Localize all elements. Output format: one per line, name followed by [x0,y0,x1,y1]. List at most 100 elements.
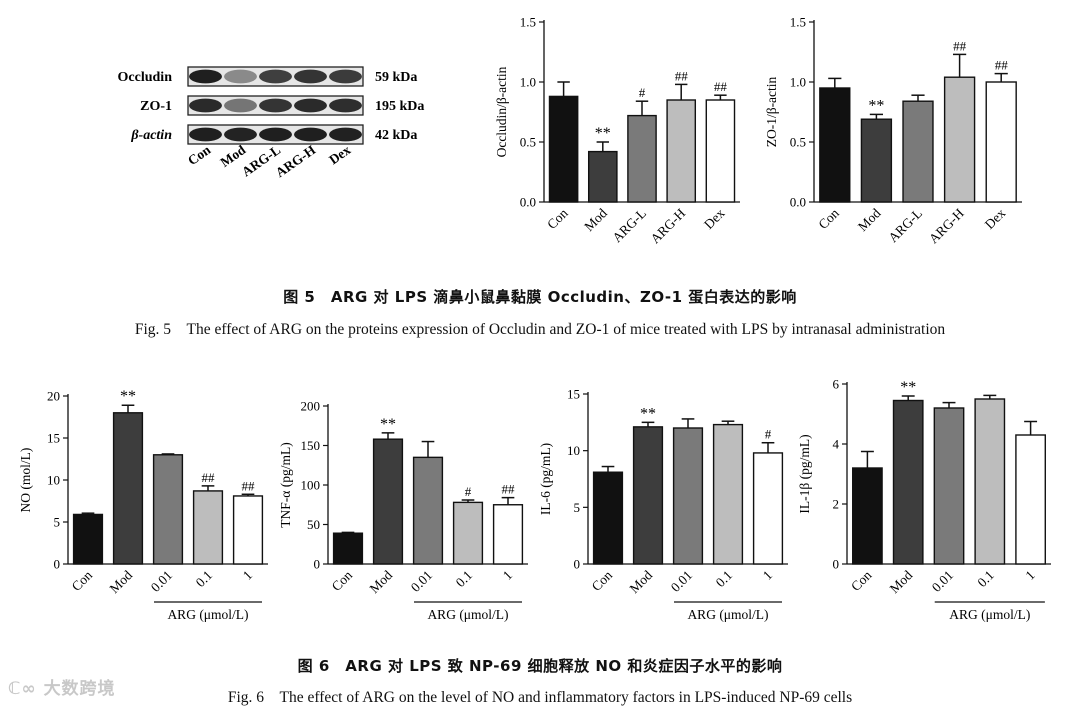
tnf-bar-chart: 0 50 100 150 200 TNF-α (pg/mL) Con ** Mod 0.01 #0.… [280,399,528,622]
y-tick-label: 5 [574,500,581,515]
y-tick-label: 4 [833,437,840,452]
bar [232,495,264,565]
bar [627,114,657,203]
significance-marker: # [765,427,772,442]
y-tick-label: 0.5 [790,135,806,150]
x-category-label: Mod [581,205,610,234]
x-category-label: Mod [855,205,884,234]
y-tick-label: 1.0 [790,75,806,90]
blot-band [224,127,257,142]
y-tick-label: 2 [833,497,840,512]
bar [412,456,444,565]
bar [112,412,144,565]
blot-band [259,98,292,113]
y-tick-label: 1.0 [520,75,536,90]
group-label: ARG (μmol/L) [427,607,508,622]
bar [72,513,104,565]
x-category-label: Con [329,567,356,594]
y-tick-label: 20 [47,389,60,404]
significance-marker: ## [714,79,728,94]
blot-band [329,69,362,84]
x-category-label: 1 [760,568,775,583]
y-tick-label: 0 [54,557,61,572]
fig6-caption-zh: 图 6 ARG 对 LPS 致 NP-69 细胞释放 NO 和炎症因子水平的影响 [297,657,783,675]
significance-marker: ## [995,58,1009,73]
x-category-label: 0.01 [408,568,435,595]
x-category-label: Con [544,205,571,232]
western-blot-panel: Occludin 59 kDa ZO-1 195 kDa β-actin 42 kDa Co… [118,66,424,180]
blot-band [294,69,327,84]
fig5-caption-zh: 图 5 ARG 对 LPS 滴鼻小鼠鼻黏膜 Occludin、ZO-1 蛋白表达… [283,288,797,306]
x-category-label: 0.01 [668,568,695,595]
bar [752,452,784,565]
significance-marker: ** [640,405,656,422]
bar [985,81,1017,203]
blot-row-label: ZO-1 [140,99,172,114]
x-category-label: 0.01 [929,568,956,595]
x-category-label: 1 [500,568,515,583]
bar [592,471,624,565]
fig6-caption-en: Fig. 6 The effect of ARG on the level of… [227,689,853,706]
y-tick-label: 200 [301,399,321,414]
significance-marker: ** [380,416,396,433]
bar [332,532,364,565]
significance-marker: # [639,85,646,100]
y-axis-label: ZO-1/β-actin [764,76,779,147]
significance-marker: ** [868,97,884,114]
x-category-label: Mod [106,567,135,596]
blot-kda-label: 42 kDa [375,128,417,143]
x-category-label: Con [69,567,96,594]
blot-row-label: Occludin [118,70,173,85]
significance-marker: ## [242,478,256,493]
y-tick-label: 5 [54,515,61,530]
y-tick-label: 6 [833,377,840,392]
bar [712,423,744,565]
y-axis-label: IL-6 (pg/mL) [540,443,553,515]
blot-lane-label: Con [185,142,214,168]
x-category-label: ARG-L [885,206,925,246]
group-label: ARG (μmol/L) [949,607,1030,622]
group-label: ARG (μmol/L) [167,607,248,622]
significance-marker: ** [120,388,136,405]
bar [705,99,736,203]
bar [672,427,704,565]
bar [933,407,965,565]
blot-lane-label: ARG-H [273,142,319,180]
y-tick-label: 0 [314,557,321,572]
bar [943,76,976,203]
no-bar-chart: 0 5 10 15 20 NO (mol/L) Con ** Mod 0.01 ## 0.1 ## 1 AR… [20,388,268,622]
x-category-label: ARG-H [647,205,688,246]
significance-marker: # [465,484,472,499]
x-category-label: Con [815,205,842,232]
x-category-label: 1 [1022,568,1037,583]
significance-marker: ## [953,38,967,53]
blot-band [294,98,327,113]
y-axis-label: TNF-α (pg/mL) [280,442,293,527]
blot-kda-label: 195 kDa [375,99,424,114]
blot-band [294,127,327,142]
blot-band [224,69,257,84]
significance-marker: ** [900,379,916,396]
bar [1015,434,1046,565]
watermark: ℂ∞ 大数跨境 [8,679,116,699]
bar [372,438,404,565]
x-category-label: ARG-L [609,206,649,246]
bar [152,454,184,565]
blot-row-label: β-actin [130,128,172,143]
x-category-label: Con [589,567,616,594]
y-tick-label: 1.5 [790,15,806,30]
x-category-label: 1 [240,568,255,583]
x-category-label: Dex [701,205,728,232]
il1b-bar-chart: 0 2 4 6 IL-1β (pg/mL) Con ** Mod 0.01 0.1 1 ARG (μm… [797,377,1051,622]
x-category-label: 0.1 [453,568,476,591]
y-tick-label: 10 [567,443,580,458]
blot-kda-label: 59 kDa [375,70,417,85]
y-tick-label: 0.0 [520,195,536,210]
blot-lane-label: Dex [326,142,353,167]
y-tick-label: 100 [301,478,321,493]
group-label: ARG (μmol/L) [687,607,768,622]
il6-bar-chart: 0 5 10 15 IL-6 (pg/mL) Con ** Mod 0.01 0.1 #1 ARG (… [540,387,788,622]
bar [452,501,484,565]
blot-band [189,127,222,142]
x-category-label: Con [848,567,875,594]
